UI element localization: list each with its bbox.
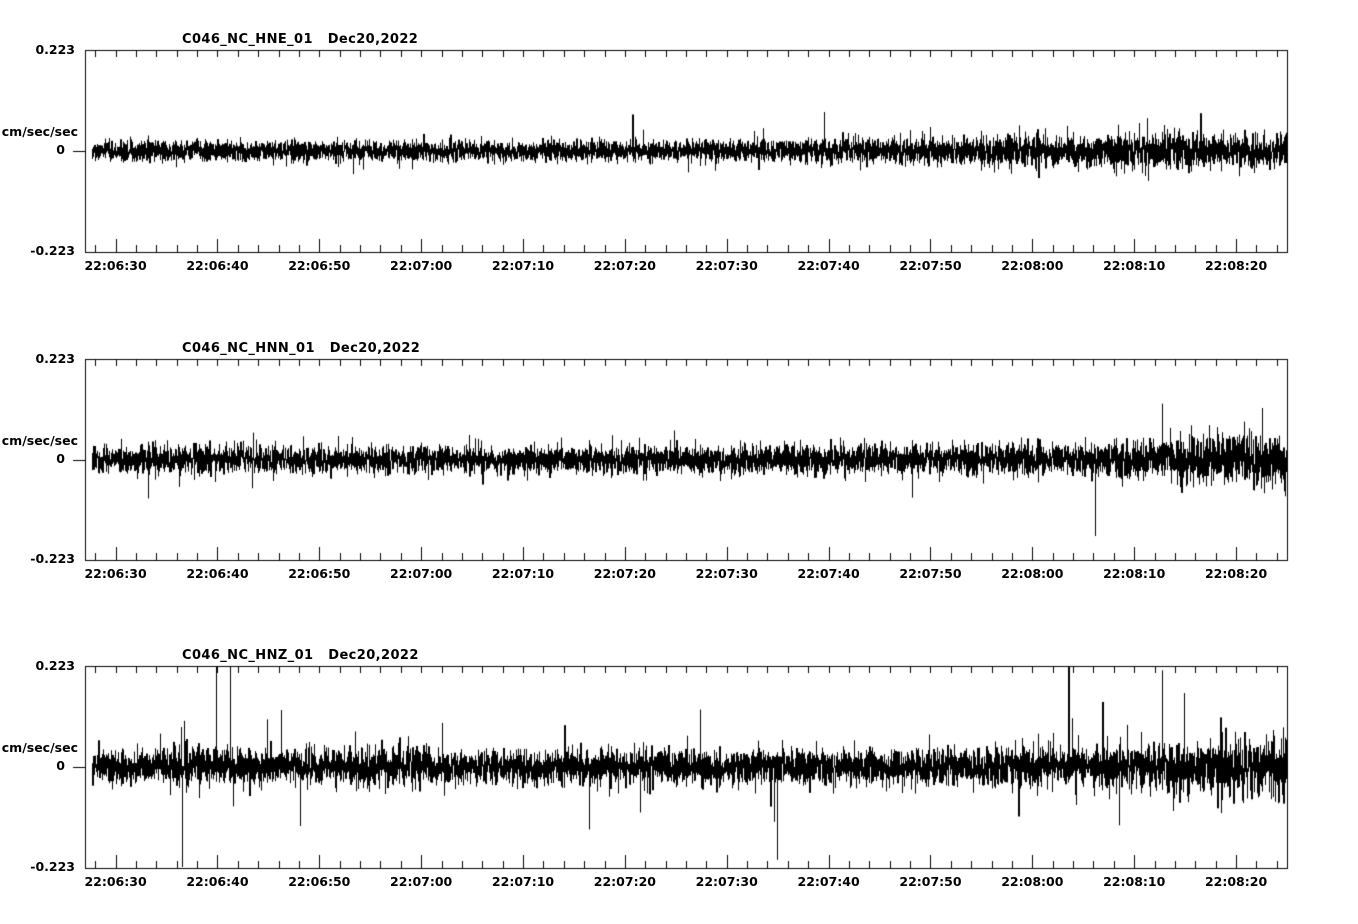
x-axis-tick-label: 22:07:40 <box>797 874 860 889</box>
x-axis-tick-label: 22:08:20 <box>1204 874 1268 889</box>
x-axis-tick-label: 22:07:20 <box>593 874 656 889</box>
x-axis-tick-label: 22:08:00 <box>1001 874 1064 889</box>
y-axis-unit-label-hnz: cm/sec/sec <box>1 740 78 755</box>
x-axis-tick-label: 22:07:50 <box>899 874 962 889</box>
x-axis-tick-label: 22:06:40 <box>186 874 249 889</box>
x-axis-tick-label: 22:07:00 <box>390 874 453 889</box>
x-axis-tick-label: 22:08:10 <box>1103 874 1166 889</box>
y-axis-max-label-hnz: 0.223 <box>35 658 75 673</box>
panel-title-hnz: C046_NC_HNZ_01 Dec20,2022 <box>182 648 419 663</box>
y-axis-zero-label-hnz: 0 <box>56 758 65 773</box>
x-axis-tick-label: 22:07:10 <box>491 874 555 889</box>
x-axis-tick-label: 22:06:30 <box>84 874 147 889</box>
x-axis-tick-label: 22:07:30 <box>695 874 758 889</box>
y-axis-min-label-hnz: -0.223 <box>30 859 75 874</box>
x-axis-tick-label: 22:06:50 <box>288 874 351 889</box>
